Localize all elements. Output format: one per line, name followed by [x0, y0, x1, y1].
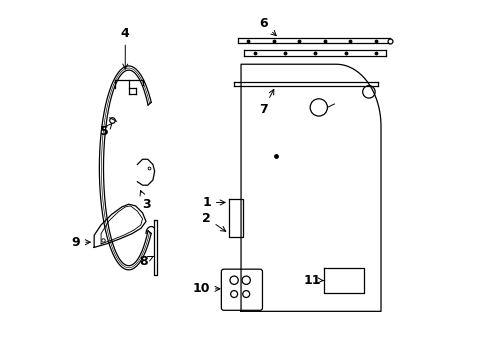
Text: 2: 2	[202, 212, 225, 231]
Text: 4: 4	[121, 27, 129, 69]
Text: 1: 1	[202, 196, 224, 209]
Text: 6: 6	[259, 17, 276, 36]
Text: 3: 3	[140, 190, 150, 211]
Text: 7: 7	[259, 89, 273, 116]
Text: 11: 11	[303, 274, 323, 287]
Text: 9: 9	[72, 236, 90, 249]
Text: 8: 8	[139, 255, 153, 268]
Text: 5: 5	[100, 123, 112, 138]
Text: 10: 10	[192, 282, 220, 295]
